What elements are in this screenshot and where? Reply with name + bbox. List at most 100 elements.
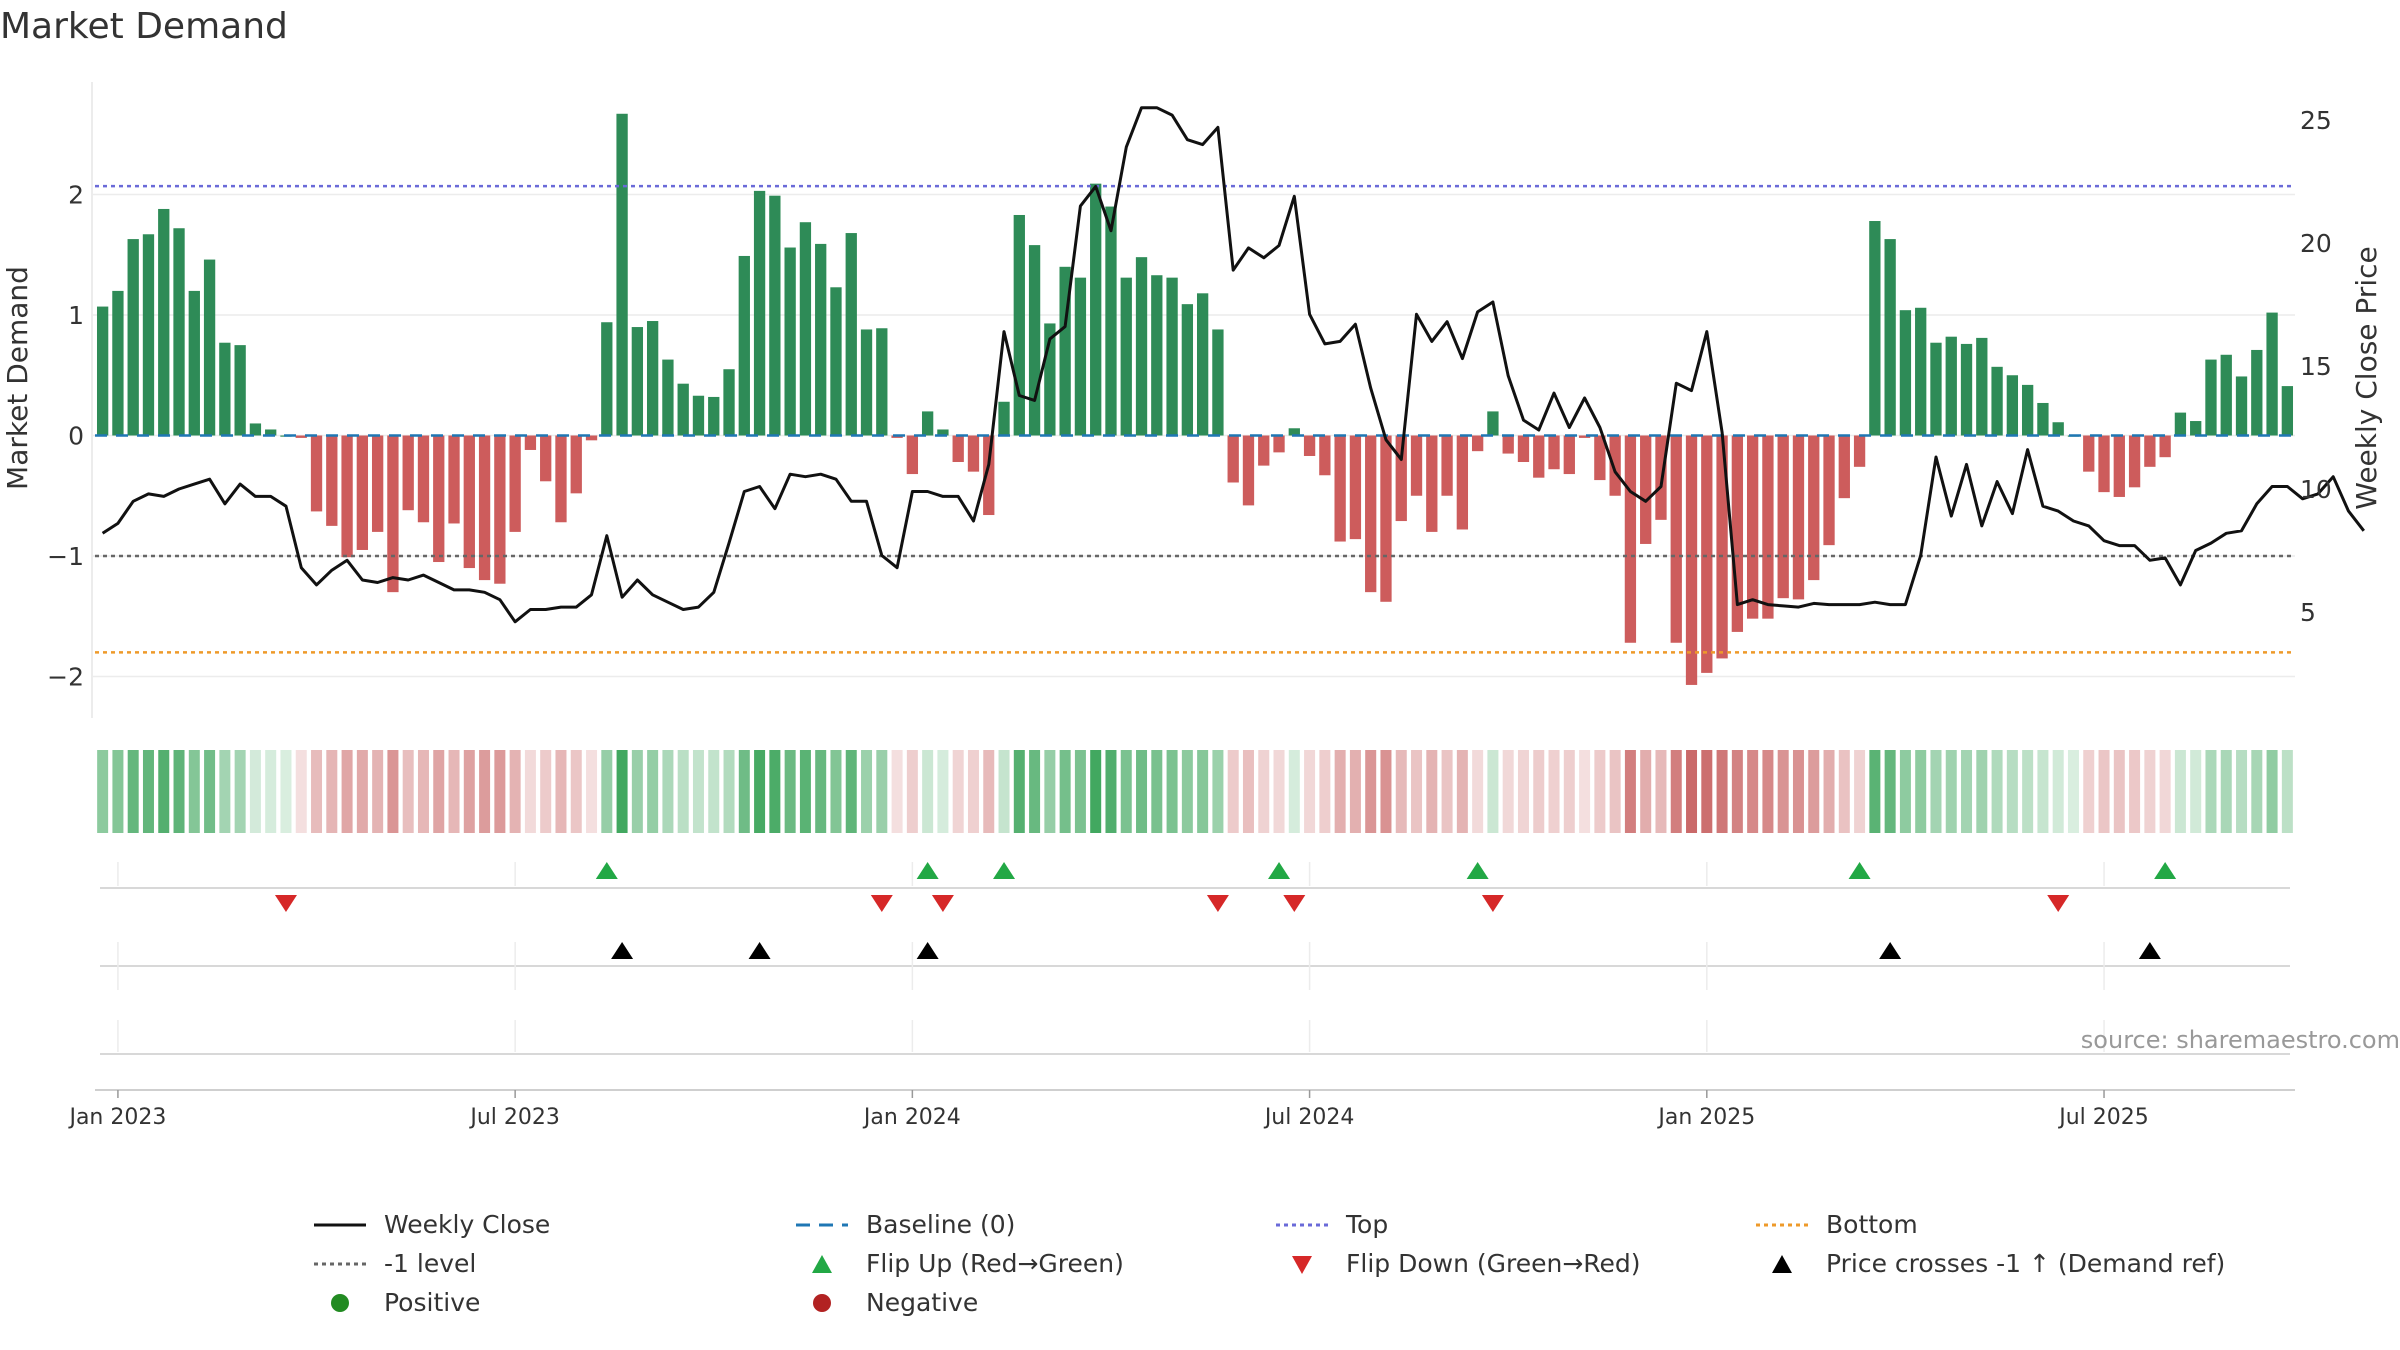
demand-bar: [1288, 428, 1300, 436]
heat-cell: [937, 750, 949, 833]
demand-bar: [1792, 435, 1805, 600]
demand-bar: [1059, 266, 1071, 436]
demand-bar: [448, 435, 460, 524]
triangle-up-icon: [1772, 1255, 1792, 1273]
left-tick-label: −1: [47, 542, 84, 571]
legend-label: Weekly Close: [384, 1210, 551, 1239]
heat-cell: [219, 750, 231, 833]
demand-bar: [1746, 435, 1759, 619]
demand-bar: [2128, 435, 2141, 488]
demand-bar: [234, 345, 246, 436]
heat-cell: [845, 750, 857, 833]
x-tick-label: Jul 2023: [468, 1105, 560, 1130]
flip-up-marker: [1848, 862, 1871, 879]
demand-bar: [1945, 336, 1957, 436]
demand-bar: [112, 290, 124, 436]
demand-bar: [2159, 435, 2171, 458]
x-axis: Jan 2023 Jul 2023 Jan 2024 Jul 2024 Jan 2025…: [67, 1089, 2295, 1130]
heat-cell: [631, 750, 643, 833]
heat-cell: [1869, 750, 1881, 833]
heat-cell: [769, 750, 781, 833]
dot-line-swatch-icon: [314, 1262, 366, 1266]
heat-cell: [1533, 750, 1545, 833]
heat-cell: [555, 750, 567, 833]
heat-cell: [1762, 750, 1774, 833]
heat-cell: [1517, 750, 1529, 833]
price-cross-marker: [611, 942, 634, 959]
heat-cell: [1716, 750, 1728, 833]
heat-cell: [1579, 750, 1591, 833]
demand-bar: [631, 327, 644, 436]
demand-bar: [96, 306, 109, 436]
heat-cell: [127, 750, 139, 833]
demand-bar: [402, 435, 414, 511]
demand-bar: [1838, 435, 1850, 499]
demand-bar: [769, 195, 781, 436]
demand-bar: [173, 228, 185, 436]
demand-bar: [1578, 435, 1591, 438]
demand-bar: [1166, 277, 1178, 436]
heat-cell: [1380, 750, 1392, 833]
heat-cell: [265, 750, 277, 833]
heat-cell: [1624, 750, 1636, 833]
demand-bar: [2174, 412, 2187, 436]
demand-bar: [2098, 435, 2110, 493]
demand-bar: [142, 234, 155, 436]
demand-bar: [708, 396, 720, 436]
flip-down-marker: [274, 895, 297, 912]
heat-cell: [677, 750, 689, 833]
demand-bar: [601, 322, 613, 436]
heat-cell: [998, 750, 1010, 833]
demand-bar: [2037, 402, 2049, 436]
price-cross-marker: [1879, 942, 1902, 959]
demand-bar: [570, 435, 582, 494]
heat-cell: [967, 750, 979, 833]
x-tick-label: Jan 2025: [1656, 1105, 1755, 1130]
x-tick-label: Jul 2025: [2057, 1105, 2149, 1130]
demand-bar: [1853, 435, 1866, 467]
demand-bar: [249, 423, 262, 436]
left-tick-label: −2: [47, 663, 84, 692]
heat-cell: [2251, 750, 2263, 833]
heat-cell: [112, 750, 124, 833]
heat-cell: [2281, 750, 2293, 833]
legend-label: Price crosses -1 ↑ (Demand ref): [1826, 1249, 2226, 1278]
legend-label: Baseline (0): [866, 1210, 1016, 1239]
heat-cell: [1915, 750, 1927, 833]
heat-cell: [433, 750, 445, 833]
x-tick-label: Jan 2024: [862, 1105, 961, 1130]
heat-cell: [1899, 750, 1911, 833]
heat-cell: [754, 750, 766, 833]
heat-cell: [1242, 750, 1254, 833]
heat-cell: [173, 750, 185, 833]
demand-bar: [2006, 375, 2019, 436]
legend-label: Flip Up (Red→Green): [866, 1249, 1124, 1278]
demand-bar: [2235, 376, 2248, 436]
demand-bar: [1471, 435, 1484, 452]
dash-swatch-icon: [796, 1223, 848, 1227]
demand-bar: [265, 429, 277, 436]
heat-cell: [1655, 750, 1667, 833]
demand-bar: [1808, 435, 1820, 581]
heat-cell: [2006, 750, 2018, 833]
heat-cell: [2067, 750, 2079, 833]
heat-cell: [799, 750, 811, 833]
heat-cell: [1854, 750, 1866, 833]
demand-bar: [799, 222, 812, 436]
demand-bar: [1196, 293, 1209, 436]
demand-bar: [585, 435, 598, 441]
triangle-down-icon: [1292, 1256, 1312, 1274]
demand-bar: [203, 259, 216, 436]
heat-cell: [356, 750, 368, 833]
flip-down-marker: [870, 895, 893, 912]
heat-cell: [1731, 750, 1743, 833]
heat-cell: [2022, 750, 2034, 833]
heat-cell: [417, 750, 429, 833]
flip-down-marker: [2047, 895, 2070, 912]
heat-cell: [861, 750, 873, 833]
heat-cell: [1288, 750, 1300, 833]
heat-cell: [784, 750, 796, 833]
triangle-up-icon: [812, 1255, 832, 1273]
line-swatch-icon: [314, 1223, 366, 1227]
heat-cell: [1304, 750, 1316, 833]
